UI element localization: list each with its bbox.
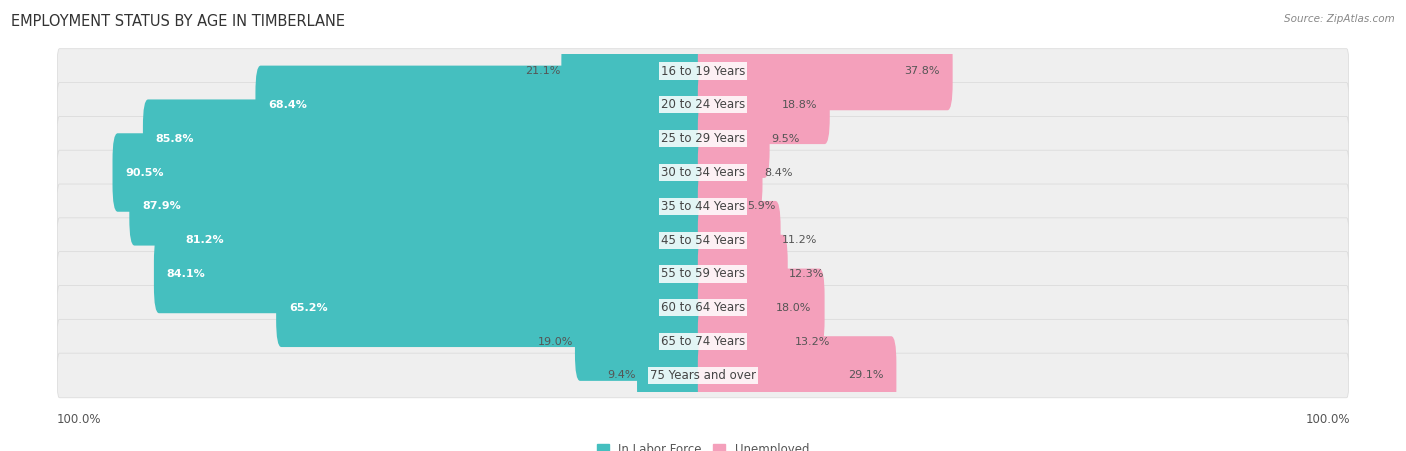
FancyBboxPatch shape [58,319,1348,364]
Text: 25 to 29 Years: 25 to 29 Years [661,132,745,145]
Text: 35 to 44 Years: 35 to 44 Years [661,200,745,213]
Text: 9.4%: 9.4% [607,370,636,381]
Text: EMPLOYMENT STATUS BY AGE IN TIMBERLANE: EMPLOYMENT STATUS BY AGE IN TIMBERLANE [11,14,346,28]
Text: 100.0%: 100.0% [1305,413,1350,426]
FancyBboxPatch shape [561,32,709,110]
FancyBboxPatch shape [58,49,1348,93]
Text: 5.9%: 5.9% [748,201,776,212]
FancyBboxPatch shape [58,353,1348,398]
Text: 21.1%: 21.1% [524,66,560,76]
Text: 60 to 64 Years: 60 to 64 Years [661,301,745,314]
Text: 18.8%: 18.8% [782,100,817,110]
Text: 11.2%: 11.2% [782,235,817,245]
Text: Source: ZipAtlas.com: Source: ZipAtlas.com [1284,14,1395,23]
Text: 18.0%: 18.0% [776,303,811,313]
FancyBboxPatch shape [256,65,709,144]
FancyBboxPatch shape [58,116,1348,161]
Text: 45 to 54 Years: 45 to 54 Years [661,234,745,247]
FancyBboxPatch shape [276,268,709,347]
FancyBboxPatch shape [58,252,1348,296]
Text: 100.0%: 100.0% [56,413,101,426]
FancyBboxPatch shape [58,83,1348,127]
Text: 19.0%: 19.0% [538,336,574,347]
FancyBboxPatch shape [575,302,709,381]
FancyBboxPatch shape [153,235,709,313]
FancyBboxPatch shape [697,302,793,381]
FancyBboxPatch shape [58,150,1348,195]
Legend: In Labor Force, Unemployed: In Labor Force, Unemployed [592,438,814,451]
FancyBboxPatch shape [697,167,747,245]
Text: 81.2%: 81.2% [186,235,224,245]
Text: 13.2%: 13.2% [794,336,830,347]
Text: 9.5%: 9.5% [770,133,799,144]
Text: 29.1%: 29.1% [848,370,883,381]
FancyBboxPatch shape [143,99,709,178]
FancyBboxPatch shape [58,285,1348,330]
FancyBboxPatch shape [112,133,709,212]
Text: 84.1%: 84.1% [167,269,205,279]
FancyBboxPatch shape [697,99,769,178]
Text: 75 Years and over: 75 Years and over [650,369,756,382]
FancyBboxPatch shape [637,336,709,415]
Text: 85.8%: 85.8% [156,133,194,144]
Text: 90.5%: 90.5% [125,167,165,178]
Text: 65.2%: 65.2% [290,303,328,313]
Text: 20 to 24 Years: 20 to 24 Years [661,98,745,111]
FancyBboxPatch shape [697,65,830,144]
FancyBboxPatch shape [173,201,709,279]
FancyBboxPatch shape [697,32,953,110]
Text: 55 to 59 Years: 55 to 59 Years [661,267,745,281]
FancyBboxPatch shape [697,201,780,279]
Text: 68.4%: 68.4% [269,100,308,110]
FancyBboxPatch shape [58,218,1348,262]
FancyBboxPatch shape [697,336,897,415]
Text: 65 to 74 Years: 65 to 74 Years [661,335,745,348]
FancyBboxPatch shape [129,167,709,245]
Text: 37.8%: 37.8% [904,66,939,76]
Text: 30 to 34 Years: 30 to 34 Years [661,166,745,179]
Text: 12.3%: 12.3% [789,269,824,279]
Text: 8.4%: 8.4% [763,167,793,178]
FancyBboxPatch shape [697,235,787,313]
FancyBboxPatch shape [697,268,824,347]
FancyBboxPatch shape [697,133,762,212]
Text: 87.9%: 87.9% [142,201,181,212]
FancyBboxPatch shape [58,184,1348,229]
Text: 16 to 19 Years: 16 to 19 Years [661,64,745,78]
